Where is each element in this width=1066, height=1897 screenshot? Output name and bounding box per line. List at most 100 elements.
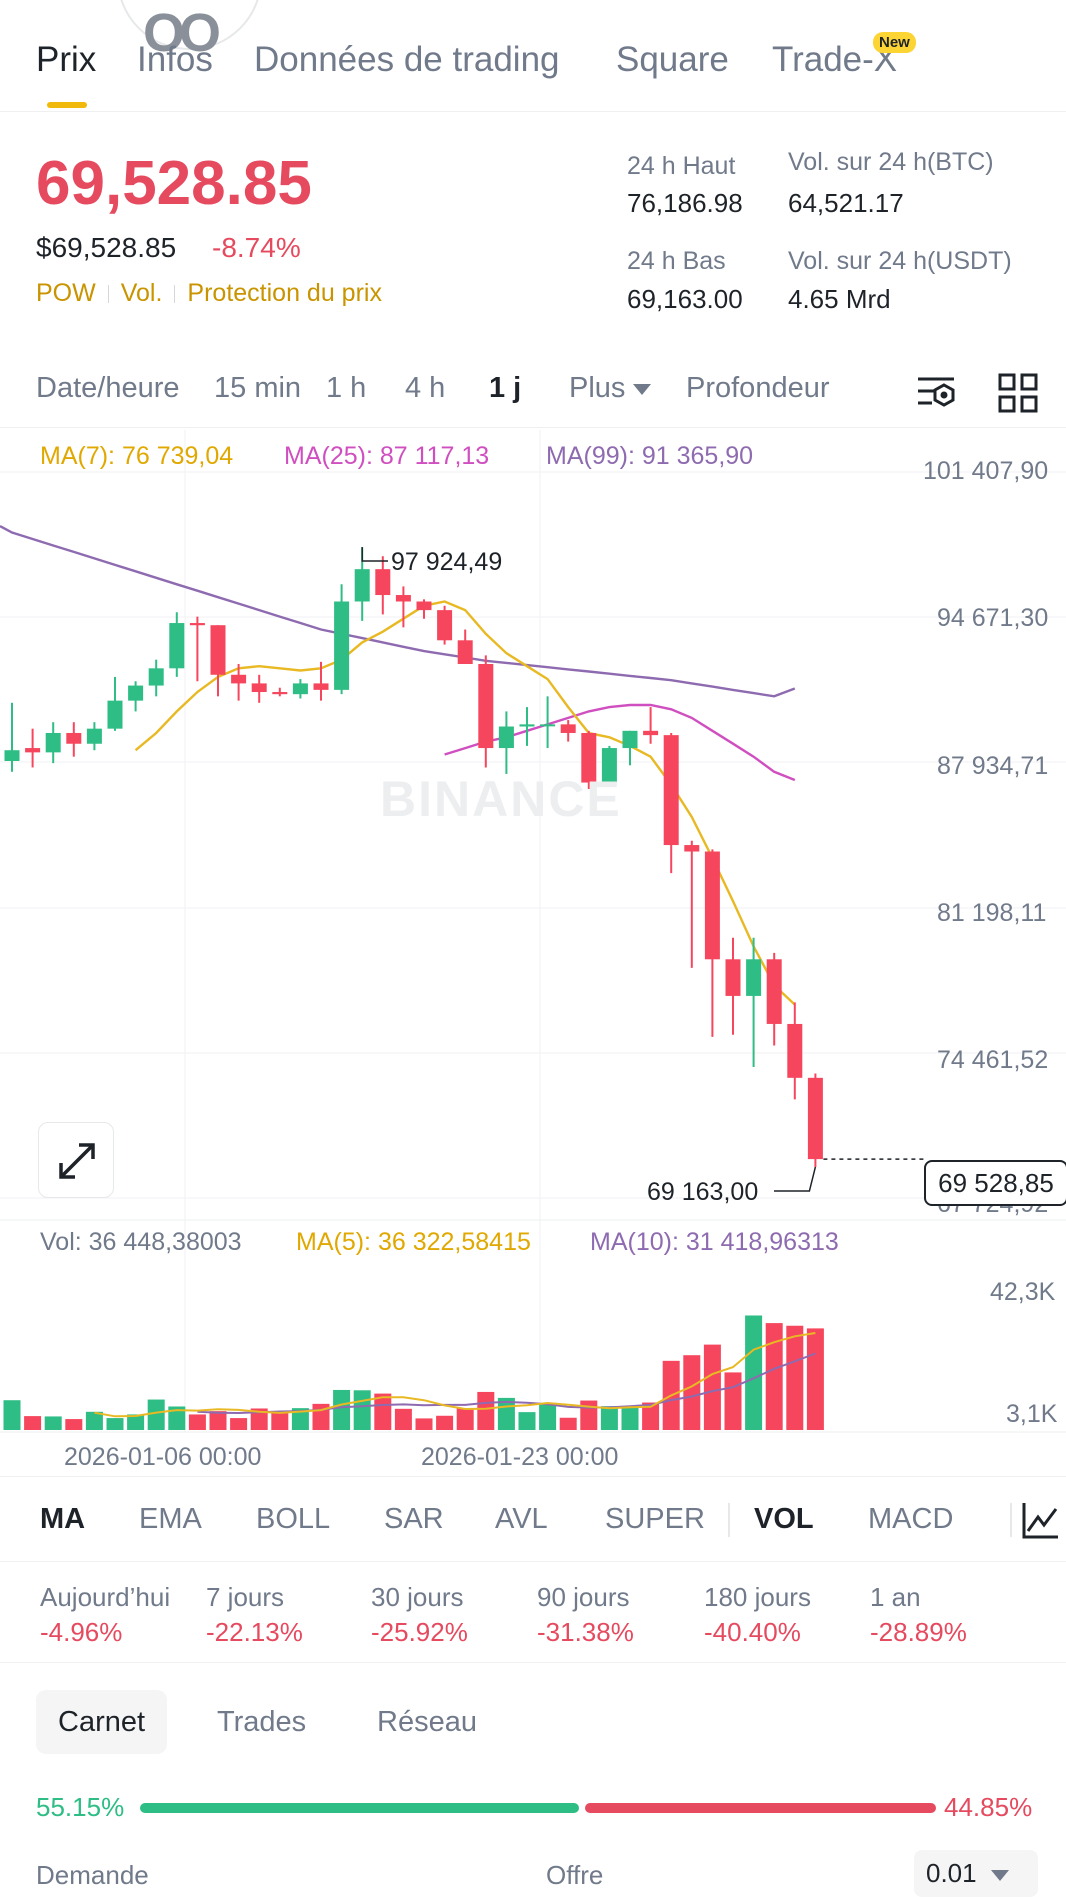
volume-axis-label: 42,3K <box>990 1278 1056 1306</box>
candle-body <box>25 748 41 753</box>
active-tab-indicator <box>47 102 87 108</box>
candle-body <box>540 724 556 727</box>
volume-ma5-line <box>94 1332 816 1418</box>
tag-price-protection[interactable]: Protection du prix <box>187 279 382 307</box>
volume-bar <box>559 1417 577 1430</box>
ma25-legend: MA(25): 87 117,13 <box>284 442 490 470</box>
candlestick-chart[interactable] <box>0 430 1066 1470</box>
candle-body <box>457 640 473 665</box>
volume-bar <box>456 1408 474 1430</box>
volume-bar <box>230 1418 248 1430</box>
tab-network[interactable]: Réseau <box>377 1706 477 1738</box>
precision-select[interactable]: 0.01 <box>914 1850 1038 1897</box>
indicator-avl[interactable]: AVL <box>495 1503 548 1535</box>
volume-bar <box>600 1406 618 1430</box>
volume-bar <box>703 1344 721 1430</box>
low-24h-label: 24 h Bas <box>627 247 726 275</box>
low-24h-value: 69,163.00 <box>627 284 743 314</box>
interval-4h[interactable]: 4 h <box>405 372 446 404</box>
volume-bar <box>765 1323 783 1430</box>
tag-vol[interactable]: Vol. <box>120 279 163 307</box>
volume-bar <box>683 1355 701 1430</box>
indicator-ma[interactable]: MA <box>40 1503 86 1535</box>
high-24h-label: 24 h Haut <box>627 152 736 180</box>
candle-body <box>560 724 576 733</box>
candle-body <box>313 683 329 690</box>
volume-bar <box>147 1399 165 1430</box>
candle-body <box>478 664 494 749</box>
floating-widget-icon[interactable]: OO <box>143 3 221 63</box>
interval-datetime[interactable]: Date/heure <box>36 372 180 404</box>
candle-body <box>437 610 453 641</box>
volume-bar <box>580 1400 598 1430</box>
volume-bar <box>353 1390 371 1430</box>
interval-depth[interactable]: Profondeur <box>686 372 830 404</box>
volume-bar <box>745 1315 763 1430</box>
candle-body <box>663 735 679 846</box>
tag-pow[interactable]: POW <box>36 279 96 307</box>
current-price-tag[interactable]: 69 528,85 <box>924 1160 1066 1206</box>
volume-bar <box>168 1406 186 1430</box>
interval-more[interactable]: Plus <box>569 372 652 405</box>
tab-square[interactable]: Square <box>616 40 729 79</box>
perf-value-30d: -25.92% <box>371 1617 468 1647</box>
perf-value-7d: -22.13% <box>206 1617 303 1647</box>
chart-settings-icon[interactable] <box>914 371 958 415</box>
candle-body <box>498 726 514 749</box>
perf-label-90d: 90 jours <box>537 1582 630 1612</box>
candle-body <box>86 728 102 744</box>
price-axis-label: 81 198,11 <box>937 899 1047 927</box>
tab-trades[interactable]: Trades <box>217 1706 307 1738</box>
candle-body <box>231 674 247 684</box>
volume-bar <box>85 1411 103 1430</box>
indicator-ema[interactable]: EMA <box>139 1503 202 1535</box>
interval-1d[interactable]: 1 j <box>489 372 522 404</box>
layout-grid-icon[interactable] <box>996 371 1040 415</box>
interval-15m[interactable]: 15 min <box>214 372 302 404</box>
volume-bar <box>436 1415 454 1430</box>
volume-bar <box>106 1418 124 1430</box>
indicator-sar[interactable]: SAR <box>384 1503 444 1535</box>
usd-price: $69,528.85 <box>36 232 177 263</box>
ask-column-header: Offre <box>546 1860 604 1890</box>
candle-body <box>251 683 267 693</box>
volume-bar <box>786 1325 804 1430</box>
tab-prix[interactable]: Prix <box>36 40 97 79</box>
ma99-legend: MA(99): 91 365,90 <box>546 442 754 470</box>
volume-bar <box>127 1414 145 1430</box>
candle-body <box>66 732 82 744</box>
candle-body <box>45 732 61 753</box>
expand-icon <box>59 1143 95 1179</box>
tag-row: POW Vol. Protection du prix <box>36 279 382 308</box>
fullscreen-button[interactable] <box>38 1122 114 1198</box>
volume-bar <box>642 1402 660 1430</box>
indicator-boll[interactable]: BOLL <box>256 1503 331 1535</box>
perf-label-today: Aujourd’hui <box>40 1582 171 1612</box>
vol-btc-value: 64,521.17 <box>788 188 904 218</box>
volume-bar <box>291 1408 309 1430</box>
interval-bar: Date/heure 15 min 1 h 4 h 1 j Plus Profo… <box>0 362 1066 428</box>
candle-body <box>643 730 659 736</box>
candle-body <box>128 685 144 701</box>
chevron-down-icon <box>990 1869 1009 1881</box>
tab-order-book[interactable]: Carnet <box>36 1690 168 1754</box>
indicator-settings-icon[interactable] <box>1020 1501 1060 1541</box>
bid-ratio: 55.15% <box>36 1792 125 1822</box>
volume-ma5-legend: MA(5): 36 322,58415 <box>296 1228 531 1256</box>
price-axis-label: 74 461,52 <box>937 1046 1049 1074</box>
tab-trading-data[interactable]: Données de trading <box>254 40 560 79</box>
tab-infos[interactable]: Infos <box>137 40 213 79</box>
candle-body <box>395 595 411 602</box>
perf-value-1y: -28.89% <box>870 1617 967 1647</box>
indicator-macd[interactable]: MACD <box>868 1503 954 1535</box>
indicator-super[interactable]: SUPER <box>605 1503 705 1535</box>
ma99-line <box>0 525 796 698</box>
candle-body <box>334 601 350 690</box>
volume-bar <box>518 1412 536 1430</box>
volume-bar <box>374 1393 392 1430</box>
perf-label-180d: 180 jours <box>704 1582 811 1612</box>
low-marker-label: 69 163,00 <box>647 1178 759 1206</box>
interval-1h[interactable]: 1 h <box>326 372 367 404</box>
volume-bar <box>209 1411 227 1430</box>
indicator-vol[interactable]: VOL <box>754 1503 814 1535</box>
